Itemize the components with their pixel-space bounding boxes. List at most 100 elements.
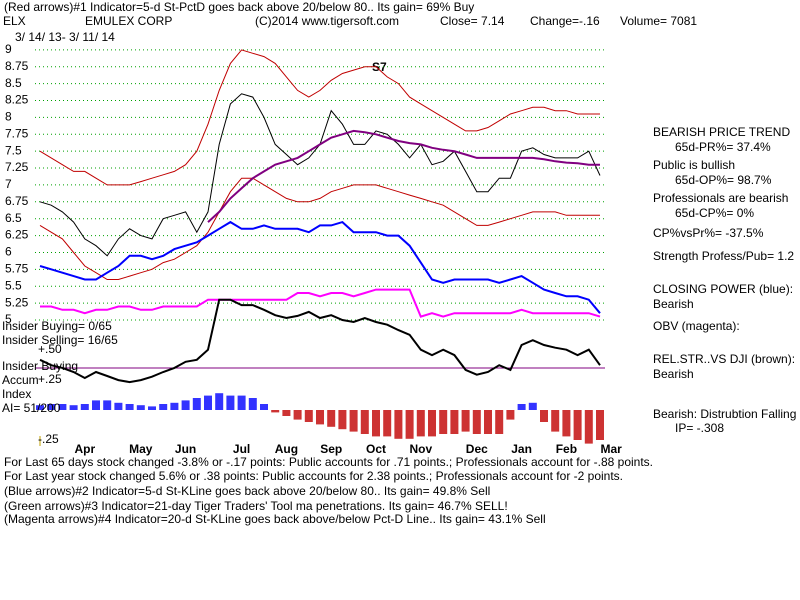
bar	[271, 410, 280, 413]
right-label: BEARISH PRICE TREND	[653, 125, 790, 139]
bar	[528, 402, 537, 410]
bar	[181, 400, 190, 410]
x-tick-label: Feb	[556, 442, 577, 456]
bar	[327, 410, 336, 427]
footer-line: For Last 65 days stock changed -3.8% or …	[4, 455, 653, 469]
bar	[573, 410, 582, 440]
y-tick-label: 7	[5, 177, 12, 191]
y-tick-label: 6.5	[5, 211, 22, 225]
bar	[248, 398, 257, 410]
bar	[293, 410, 302, 420]
bar	[450, 410, 459, 434]
y-tick-label: 5	[5, 312, 12, 326]
y-tick-label: 7.5	[5, 143, 22, 157]
right-label: IP= -.308	[675, 421, 724, 435]
bar	[114, 402, 123, 410]
bar	[103, 400, 112, 410]
y-tick-label: 7.75	[5, 126, 29, 140]
right-label: Public is bullish	[653, 158, 735, 172]
ticker: ELX	[3, 14, 26, 28]
left-label: Insider Buying= 0/65	[2, 319, 112, 333]
bar	[596, 410, 604, 440]
date-range: 3/ 14/ 13- 3/ 11/ 14	[15, 30, 115, 44]
y-tick-label: 5.5	[5, 278, 22, 292]
y-tick-label: 8.25	[5, 93, 29, 107]
series-line	[39, 49, 600, 186]
x-tick-label: Jan	[511, 442, 532, 456]
bar	[338, 410, 347, 430]
y-tick-label: 5.75	[5, 262, 29, 276]
x-tick-label: Apr	[74, 442, 95, 456]
x-tick-label: Aug	[275, 442, 298, 456]
bar	[80, 404, 89, 410]
footer-line: For Last year stock changed 5.6% or .38 …	[4, 469, 623, 483]
bar	[136, 405, 145, 410]
y-tick-label: 8.75	[5, 59, 29, 73]
x-tick-label: Oct	[366, 442, 386, 456]
bar	[506, 410, 515, 420]
series-line	[40, 288, 601, 318]
close: Close= 7.14	[440, 14, 505, 28]
x-tick-label: Nov	[409, 442, 432, 456]
bar	[125, 404, 134, 410]
volume: Volume= 7081	[620, 14, 697, 28]
y-tick-label: -.25	[38, 432, 59, 446]
bar	[192, 398, 201, 410]
bar	[204, 395, 212, 410]
bar	[540, 410, 548, 422]
bar	[148, 406, 156, 410]
company: EMULEX CORP	[85, 14, 172, 28]
bar	[260, 404, 268, 410]
left-label: Index	[2, 387, 31, 401]
x-tick-label: Jul	[233, 442, 250, 456]
bar	[405, 410, 414, 439]
bar	[58, 404, 67, 410]
bar	[383, 410, 392, 437]
series-line	[39, 177, 600, 280]
bar	[584, 410, 593, 444]
right-label: Strength Profess/Pub= 1.2	[653, 249, 794, 263]
y-tick-label: 5.25	[5, 295, 29, 309]
series-line	[39, 298, 601, 384]
bar	[47, 404, 56, 410]
copyright: (C)2014 www.tigersoft.com	[255, 14, 399, 28]
bar	[69, 405, 78, 410]
right-label: 65d-OP%= 98.7%	[675, 173, 772, 187]
bar	[304, 410, 313, 422]
bar	[495, 410, 504, 434]
bar	[562, 410, 571, 437]
y-tick-label: 8.5	[5, 76, 22, 90]
bar	[215, 393, 224, 410]
x-tick-label: Dec	[466, 442, 488, 456]
x-tick-label: Jun	[175, 442, 196, 456]
bar	[36, 405, 44, 410]
right-label: CLOSING POWER (blue):	[653, 282, 793, 296]
series-line	[207, 129, 600, 223]
x-tick-label: Sep	[320, 442, 342, 456]
bar	[517, 404, 526, 410]
bar	[237, 395, 246, 410]
left-label: Insider Buying	[2, 359, 78, 373]
bar	[92, 400, 100, 410]
right-label: Professionals are bearish	[653, 191, 788, 205]
series-line	[39, 220, 601, 314]
bar	[472, 410, 481, 434]
left-label: Insider Selling= 16/65	[2, 333, 118, 347]
footer-line: (Magenta arrows)#4 Indicator=20-d St-KLi…	[4, 512, 546, 526]
change: Change=-.16	[530, 14, 600, 28]
left-label: Accum	[2, 373, 39, 387]
left-label: AI= 51/200	[2, 401, 61, 415]
y-tick-label: 6.75	[5, 194, 29, 208]
bar	[551, 410, 560, 432]
y-tick-label: 6	[5, 245, 12, 259]
right-label: CP%vsPr%= -37.5%	[653, 226, 764, 240]
bar	[360, 410, 369, 434]
bar	[159, 404, 168, 410]
bar	[461, 410, 470, 432]
header-line: (Red arrows)#1 Indicator=5-d St-PctD goe…	[4, 0, 474, 14]
footer-line: (Green arrows)#3 Indicator=21-day Tiger …	[4, 499, 508, 513]
right-label: Bearish	[653, 297, 694, 311]
right-label: Bearish: Distrubtion Falling	[653, 407, 796, 421]
y-tick-label: 8	[5, 110, 12, 124]
